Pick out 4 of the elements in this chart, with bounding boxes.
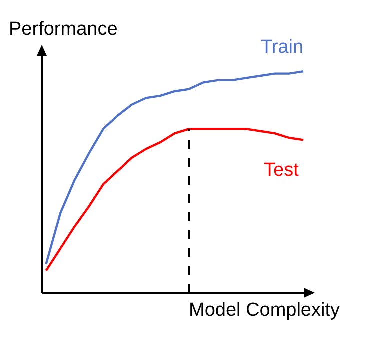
x-axis-title: Model Complexity bbox=[189, 300, 340, 321]
series-label: Train bbox=[261, 37, 304, 58]
y-axis-title: Performance bbox=[9, 19, 118, 40]
series-label: Test bbox=[264, 160, 300, 181]
